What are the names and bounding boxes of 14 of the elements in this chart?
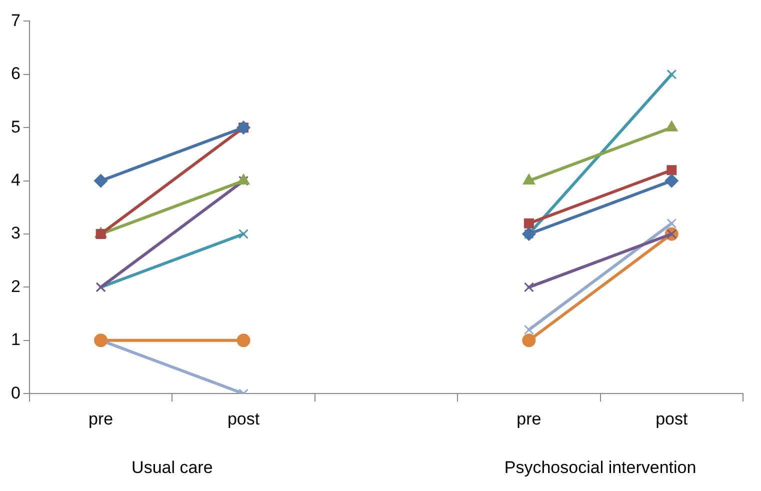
- y-tick-label: 7: [10, 10, 20, 30]
- y-tick-label: 3: [10, 224, 20, 243]
- y-tick-label: 6: [10, 64, 20, 84]
- y-tick-label: 4: [10, 170, 20, 190]
- text: Usual care: [132, 458, 213, 477]
- x-tick-label: post: [227, 409, 260, 428]
- y-tick-label: 2: [10, 276, 20, 296]
- y-tick-label: 1: [10, 330, 20, 350]
- y-tick-label: 5: [10, 117, 20, 136]
- y-tick-label: 0: [10, 383, 20, 402]
- x-tick-label: pre: [516, 409, 542, 428]
- x-tick-label: pre: [88, 409, 114, 428]
- text: Psychosocial intervention: [504, 458, 696, 477]
- x-tick-label: post: [656, 409, 688, 428]
